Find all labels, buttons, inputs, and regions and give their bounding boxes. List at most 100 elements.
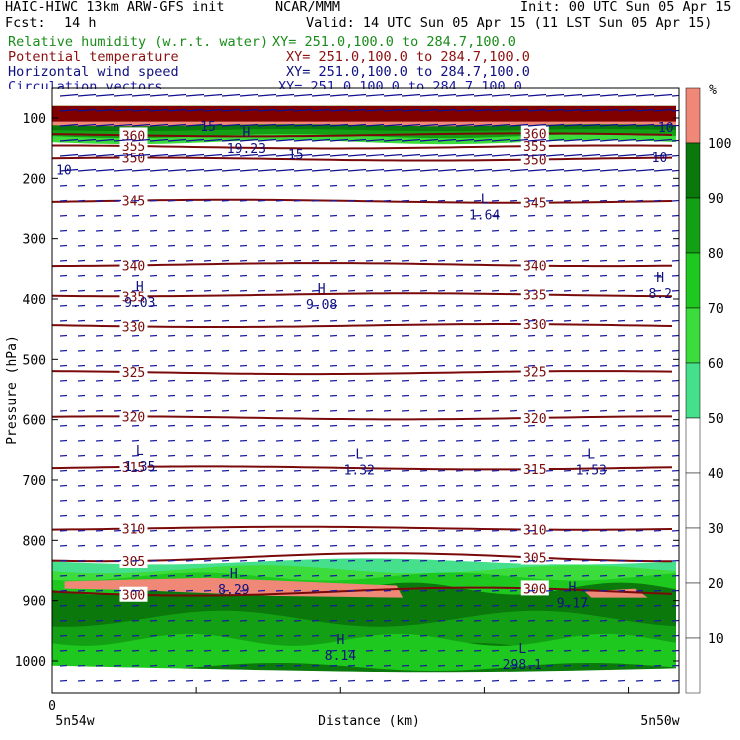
wind-vector bbox=[545, 679, 554, 682]
wind-vector bbox=[671, 619, 679, 622]
wind-vector bbox=[311, 529, 320, 532]
wind-vector bbox=[257, 93, 277, 97]
wind-vector bbox=[149, 634, 158, 637]
wind-vector bbox=[491, 394, 500, 397]
wind-vector bbox=[617, 679, 626, 682]
wind-vector bbox=[401, 649, 410, 652]
wind-vector bbox=[167, 574, 176, 577]
wind-vector bbox=[149, 229, 158, 232]
wind-vector bbox=[185, 514, 194, 517]
wind-vector bbox=[437, 679, 446, 682]
wind-vector bbox=[149, 439, 158, 442]
wind-vector bbox=[59, 304, 68, 307]
wind-vector bbox=[437, 108, 457, 112]
wind-vector bbox=[599, 379, 608, 382]
wind-vector bbox=[599, 184, 608, 187]
wind-vector bbox=[185, 93, 205, 97]
wind-vector bbox=[185, 529, 194, 532]
wind-vector bbox=[311, 349, 320, 352]
wind-vector bbox=[671, 259, 679, 262]
wind-vector bbox=[95, 394, 104, 397]
wind-vector bbox=[203, 123, 223, 127]
wind-vector bbox=[311, 439, 320, 442]
wind-vector bbox=[473, 514, 482, 517]
wind-vector bbox=[545, 559, 554, 562]
wind-vector bbox=[77, 244, 86, 247]
wind-vector bbox=[185, 274, 194, 277]
wind-vector bbox=[491, 168, 511, 172]
wind-vector bbox=[185, 379, 194, 382]
wind-vector bbox=[365, 424, 374, 427]
wind-vector bbox=[599, 514, 608, 517]
wind-vector bbox=[95, 439, 104, 442]
wind-vector bbox=[59, 424, 68, 427]
wind-vector bbox=[491, 229, 500, 232]
wind-vector bbox=[293, 394, 302, 397]
theta-label-bg bbox=[119, 257, 148, 273]
wind-vector bbox=[347, 214, 356, 217]
wind-vector bbox=[653, 153, 673, 157]
wind-vector bbox=[581, 559, 590, 562]
wind-vector bbox=[149, 574, 158, 577]
wind-vector bbox=[149, 108, 169, 112]
wind-vector bbox=[617, 93, 637, 97]
wind-vector bbox=[617, 574, 626, 577]
colorbar-tick-label: 50 bbox=[708, 412, 724, 427]
wind-vector bbox=[77, 184, 86, 187]
theta-label-bg bbox=[520, 580, 549, 596]
wind-vector bbox=[59, 229, 68, 232]
wind-vector bbox=[221, 409, 230, 412]
wind-vector bbox=[77, 484, 86, 487]
wind-vector bbox=[671, 469, 679, 472]
wind-vector bbox=[599, 619, 608, 622]
wind-vector bbox=[239, 289, 248, 292]
theta-contour-label: 300 bbox=[122, 589, 145, 604]
wind-vector bbox=[635, 499, 644, 502]
wind-vector bbox=[59, 589, 68, 592]
wind-vector bbox=[563, 364, 572, 367]
wind-vector bbox=[509, 274, 518, 277]
wind-vector bbox=[347, 304, 356, 307]
wind-vector bbox=[257, 364, 266, 367]
wind-vector bbox=[365, 168, 385, 172]
wind-vector bbox=[293, 424, 302, 427]
wind-vector bbox=[167, 184, 176, 187]
wind-vector bbox=[203, 529, 212, 532]
wind-vector bbox=[59, 529, 68, 532]
wind-vector bbox=[527, 304, 536, 307]
wind-vector bbox=[257, 439, 266, 442]
colorbar-segment bbox=[685, 527, 701, 584]
colorbar-segment bbox=[685, 252, 701, 309]
wind-vector bbox=[527, 93, 547, 97]
wind-vector bbox=[671, 649, 679, 652]
wind-vector bbox=[239, 439, 248, 442]
wind-vector bbox=[239, 454, 248, 457]
wind-vector bbox=[419, 229, 428, 232]
wind-vector bbox=[275, 229, 284, 232]
wind-vector bbox=[365, 529, 374, 532]
wind-vector bbox=[239, 364, 248, 367]
wind-vector bbox=[671, 514, 679, 517]
wind-vector bbox=[581, 244, 590, 247]
wind-vector bbox=[437, 153, 457, 157]
wind-vector bbox=[383, 274, 392, 277]
wind-vector bbox=[491, 334, 500, 337]
wind-vector bbox=[401, 589, 410, 592]
wind-vector bbox=[635, 108, 655, 112]
wind-vector bbox=[221, 349, 230, 352]
wind-vector bbox=[203, 544, 212, 547]
wind-vector bbox=[167, 484, 176, 487]
y-tick-label: 200 bbox=[23, 172, 46, 187]
extremum-value: 1.53 bbox=[576, 464, 607, 479]
wind-vector bbox=[167, 199, 176, 202]
wind-vector bbox=[617, 304, 626, 307]
wind-vector bbox=[491, 529, 500, 532]
wind-vector bbox=[599, 484, 608, 487]
wind-vector bbox=[221, 394, 230, 397]
wind-vector bbox=[149, 304, 158, 307]
wind-vector bbox=[239, 499, 248, 502]
wind-vector bbox=[149, 664, 158, 667]
theta-label-bg bbox=[119, 586, 148, 602]
wind-vector bbox=[581, 153, 601, 157]
